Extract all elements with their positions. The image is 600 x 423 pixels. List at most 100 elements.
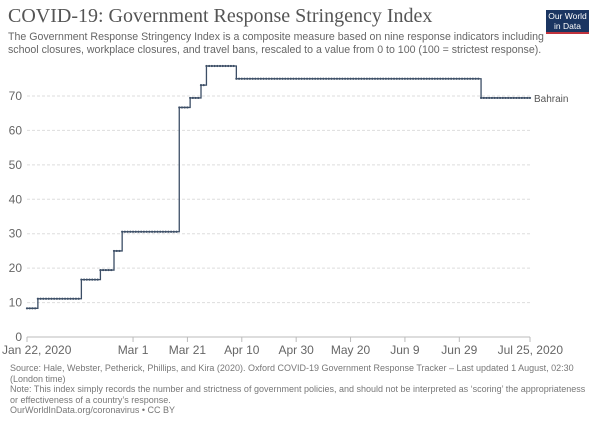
data-point [523, 96, 526, 100]
data-point [104, 268, 107, 272]
data-point [80, 278, 83, 281]
data-point [150, 230, 154, 233]
data-point [267, 77, 271, 80]
data-point [72, 297, 75, 300]
data-point [395, 77, 398, 80]
data-point [180, 106, 184, 109]
data-point [115, 249, 118, 253]
data-point [74, 297, 78, 300]
data-point [121, 230, 124, 233]
data-point [178, 106, 181, 109]
data-point [371, 77, 374, 80]
data-point [210, 64, 213, 68]
data-point [47, 297, 50, 300]
data-point [403, 77, 407, 80]
data-point [197, 96, 200, 100]
data-point [316, 77, 320, 80]
data-point [384, 77, 387, 80]
data-point [485, 96, 488, 100]
data-point [281, 77, 284, 80]
data-point [498, 96, 502, 100]
data-point [145, 230, 148, 233]
data-point [518, 96, 521, 100]
series-label: Bahrain [534, 94, 568, 105]
data-point [170, 230, 173, 233]
data-point [311, 77, 314, 80]
chart-footer: Source: Hale, Webster, Petherick, Philli… [10, 363, 590, 416]
data-point [390, 77, 393, 80]
data-point [172, 230, 175, 233]
data-point [289, 77, 292, 80]
data-point [270, 77, 273, 80]
owid-logo[interactable]: Our World in Data [546, 10, 589, 34]
y-tick-label: 60 [9, 123, 23, 137]
data-point [330, 77, 333, 80]
data-point [409, 77, 412, 80]
data-point [363, 77, 366, 80]
data-point [469, 77, 472, 80]
data-point [490, 96, 494, 100]
data-point [254, 77, 257, 80]
data-point [213, 64, 216, 68]
data-point [202, 84, 205, 87]
data-point [218, 64, 222, 68]
data-point [31, 307, 34, 310]
data-point [164, 230, 167, 233]
data-point [237, 77, 241, 80]
data-point [314, 77, 317, 80]
credit-link[interactable]: OurWorldInData.org/coronavirus • CC BY [10, 405, 176, 415]
data-point [199, 84, 203, 87]
data-point [479, 96, 483, 100]
x-tick-label: Jun 9 [390, 343, 420, 357]
data-point [25, 307, 29, 310]
data-point [156, 230, 159, 233]
data-point [28, 307, 31, 310]
data-point [512, 96, 515, 100]
data-point [286, 77, 290, 80]
data-point [504, 96, 507, 100]
data-point [284, 77, 287, 80]
data-point [69, 297, 72, 300]
data-point [346, 77, 349, 80]
y-tick-label: 20 [9, 261, 23, 275]
y-tick-label: 30 [9, 227, 23, 241]
data-point [248, 77, 252, 80]
data-point [251, 77, 254, 80]
data-point [417, 77, 420, 80]
y-tick-label: 0 [15, 330, 22, 344]
data-point [99, 268, 102, 272]
data-point [102, 268, 105, 272]
data-point [305, 77, 309, 80]
data-point [265, 77, 268, 80]
data-point [488, 96, 491, 100]
data-point [44, 297, 48, 300]
data-point [224, 64, 227, 68]
data-point [447, 77, 450, 80]
data-point [191, 96, 194, 100]
data-point [520, 96, 523, 100]
data-point [507, 96, 510, 100]
data-point [232, 64, 235, 68]
data-point [126, 230, 129, 233]
data-point [77, 297, 80, 300]
data-point [439, 77, 442, 80]
data-point [131, 230, 135, 233]
x-tick-label: Jan 22, 2020 [2, 343, 72, 357]
x-tick-label: Mar 21 [169, 343, 207, 357]
data-point [259, 77, 262, 80]
data-point [376, 77, 379, 80]
data-point [411, 77, 415, 80]
data-point [501, 96, 504, 100]
data-point [189, 96, 192, 100]
data-point [153, 230, 156, 233]
data-point [425, 77, 428, 80]
data-point [112, 249, 116, 253]
data-point [335, 77, 339, 80]
data-point [82, 278, 86, 281]
data-point [161, 230, 165, 233]
data-point [460, 77, 464, 80]
data-point [509, 96, 513, 100]
data-point [208, 64, 211, 68]
data-point [39, 297, 42, 300]
data-point [227, 64, 230, 68]
